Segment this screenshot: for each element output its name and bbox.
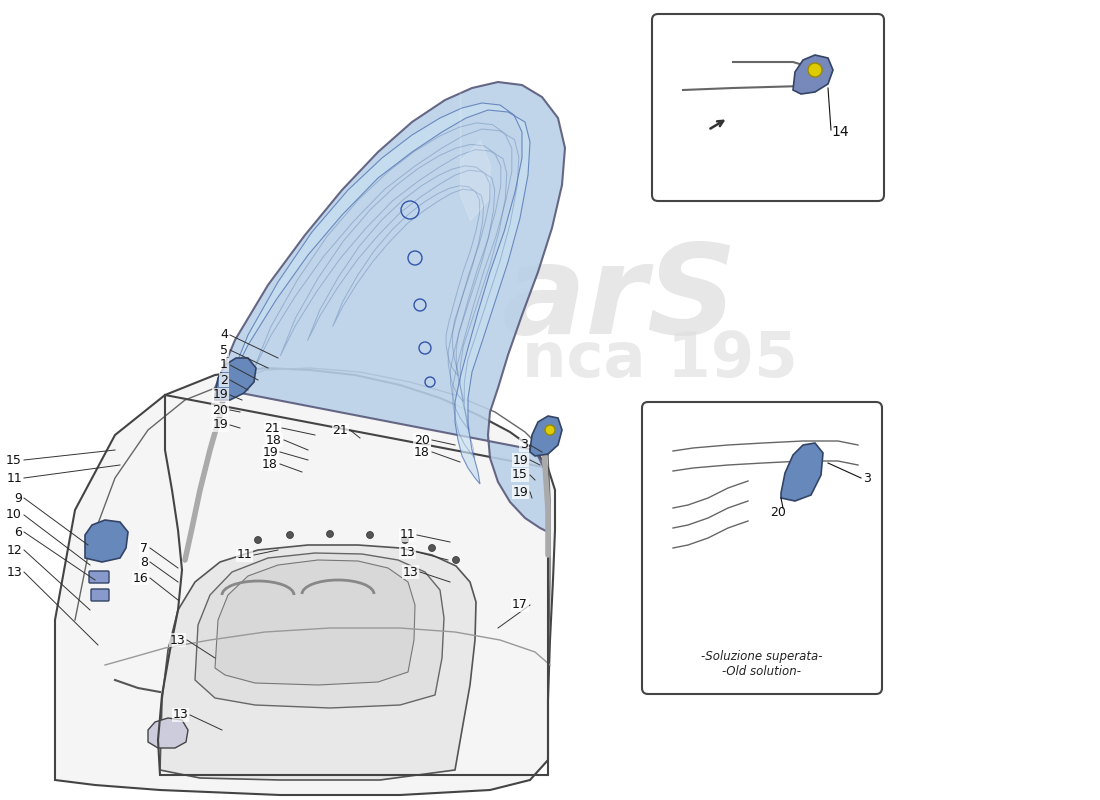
Circle shape — [452, 557, 460, 563]
Text: 6: 6 — [14, 526, 22, 538]
Polygon shape — [195, 553, 444, 708]
Text: 15: 15 — [513, 469, 528, 482]
Polygon shape — [793, 55, 833, 94]
FancyBboxPatch shape — [652, 14, 884, 201]
Polygon shape — [214, 358, 256, 400]
Polygon shape — [55, 368, 556, 795]
Text: 19: 19 — [212, 418, 228, 431]
Text: 13: 13 — [7, 566, 22, 578]
Text: 9: 9 — [14, 491, 22, 505]
Text: 18: 18 — [266, 434, 282, 446]
Text: 8: 8 — [140, 555, 148, 569]
Text: 13: 13 — [403, 566, 418, 578]
Circle shape — [429, 545, 436, 551]
Text: -Soluzione superata-
-Old solution-: -Soluzione superata- -Old solution- — [702, 650, 823, 678]
Circle shape — [327, 530, 333, 538]
Text: 16: 16 — [132, 571, 148, 585]
Circle shape — [402, 537, 408, 543]
Text: 20: 20 — [414, 434, 430, 446]
FancyBboxPatch shape — [642, 402, 882, 694]
Text: 13: 13 — [169, 634, 185, 646]
Text: 19: 19 — [513, 486, 528, 498]
Text: 12: 12 — [7, 543, 22, 557]
Polygon shape — [160, 545, 476, 780]
Text: 19: 19 — [212, 389, 228, 402]
Circle shape — [544, 425, 556, 435]
Text: 10: 10 — [7, 509, 22, 522]
Text: arS: arS — [502, 239, 738, 361]
Circle shape — [286, 531, 294, 538]
FancyBboxPatch shape — [89, 571, 109, 583]
Polygon shape — [214, 82, 565, 532]
Text: 17: 17 — [513, 598, 528, 611]
Text: 18: 18 — [414, 446, 430, 458]
Text: 13: 13 — [399, 546, 415, 558]
Text: nca 195: nca 195 — [522, 330, 798, 390]
Text: 19: 19 — [262, 446, 278, 458]
Text: 5: 5 — [220, 343, 228, 357]
Polygon shape — [530, 416, 562, 456]
Text: 20: 20 — [212, 403, 228, 417]
Text: 1: 1 — [220, 358, 228, 371]
Text: 19: 19 — [513, 454, 528, 466]
Text: 18: 18 — [262, 458, 278, 470]
Polygon shape — [214, 560, 415, 685]
Polygon shape — [228, 103, 530, 484]
Circle shape — [366, 531, 374, 538]
Text: 15: 15 — [7, 454, 22, 466]
Text: 4: 4 — [220, 329, 228, 342]
Text: 13: 13 — [173, 709, 188, 722]
Text: 14: 14 — [830, 125, 848, 139]
Text: 3: 3 — [864, 471, 871, 485]
Polygon shape — [85, 520, 128, 562]
Circle shape — [254, 537, 262, 543]
Text: 11: 11 — [7, 471, 22, 485]
FancyBboxPatch shape — [91, 589, 109, 601]
Text: 11: 11 — [236, 549, 252, 562]
Text: 2: 2 — [220, 374, 228, 386]
Circle shape — [808, 63, 822, 77]
Text: 3: 3 — [520, 438, 528, 451]
Text: 20: 20 — [770, 506, 785, 519]
Polygon shape — [781, 443, 823, 501]
Text: 21: 21 — [264, 422, 280, 434]
Text: 11: 11 — [399, 529, 415, 542]
Text: 21: 21 — [332, 423, 348, 437]
Text: 7: 7 — [140, 542, 148, 554]
Polygon shape — [148, 718, 188, 748]
